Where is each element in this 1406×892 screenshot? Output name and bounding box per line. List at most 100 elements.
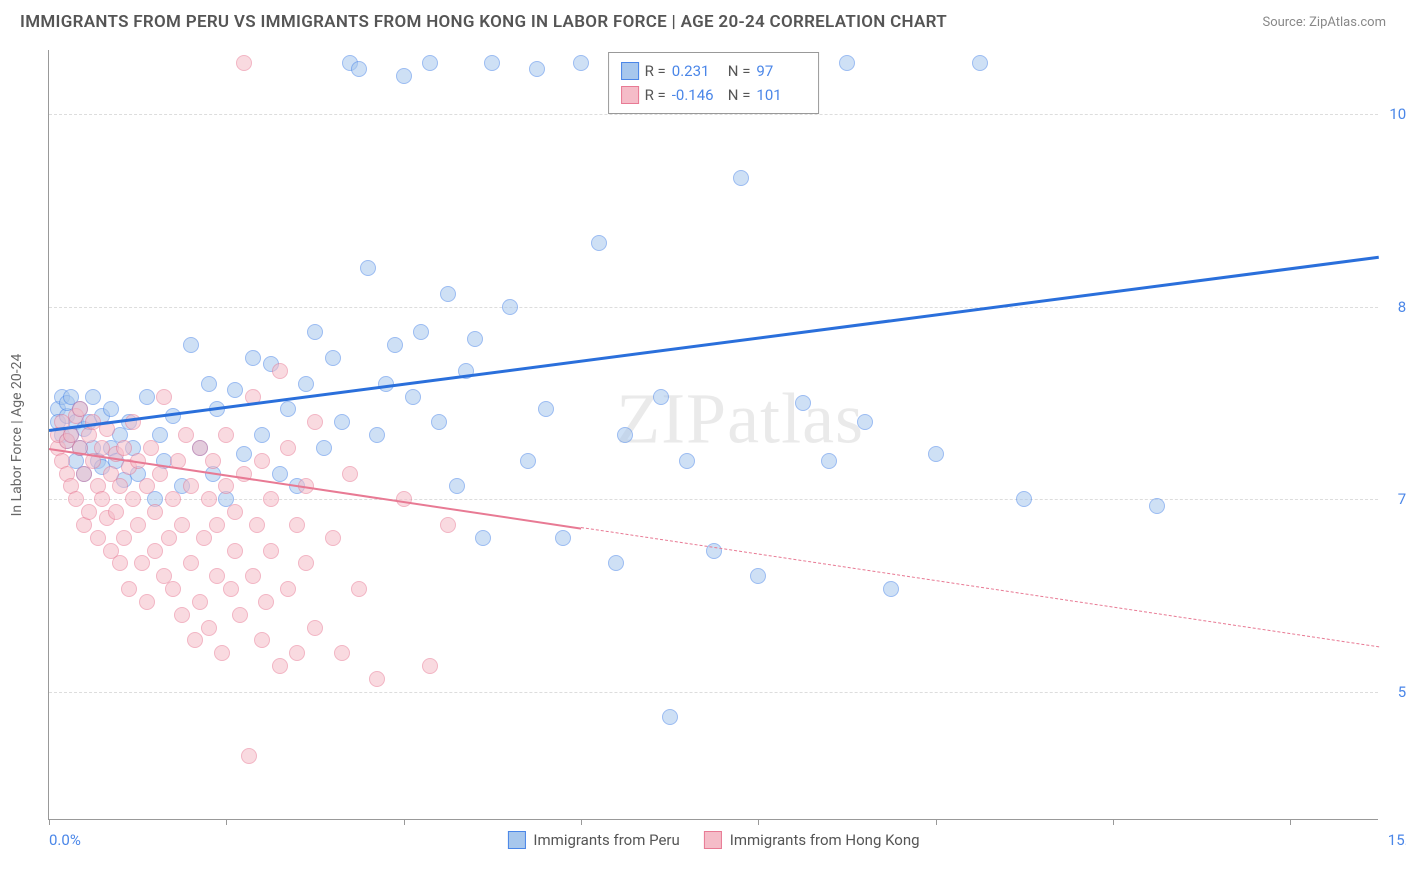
- scatter-point: [325, 350, 341, 366]
- x-tick: [936, 819, 937, 825]
- scatter-point: [236, 55, 252, 71]
- legend-r-label: R =: [645, 59, 666, 83]
- scatter-point: [103, 401, 119, 417]
- scatter-point: [272, 466, 288, 482]
- scatter-point: [706, 543, 722, 559]
- scatter-point: [254, 427, 270, 443]
- scatter-point: [795, 395, 811, 411]
- scatter-point: [422, 55, 438, 71]
- scatter-point: [165, 581, 181, 597]
- scatter-point: [223, 581, 239, 597]
- legend-n-value: 97: [756, 59, 806, 83]
- scatter-point: [108, 504, 124, 520]
- legend-item-hongkong: Immigrants from Hong Kong: [704, 831, 920, 849]
- scatter-point: [422, 658, 438, 674]
- scatter-point: [1149, 498, 1165, 514]
- scatter-point: [972, 55, 988, 71]
- x-tick: [49, 819, 50, 825]
- legend-swatch-hongkong: [621, 86, 639, 104]
- scatter-point: [85, 389, 101, 405]
- legend-series: Immigrants from Peru Immigrants from Hon…: [507, 831, 919, 849]
- scatter-point: [484, 55, 500, 71]
- scatter-point: [139, 478, 155, 494]
- scatter-point: [280, 440, 296, 456]
- x-tick: [226, 819, 227, 825]
- scatter-point: [857, 414, 873, 430]
- scatter-point: [116, 440, 132, 456]
- x-tick: [758, 819, 759, 825]
- legend-n-label: N =: [728, 83, 751, 107]
- scatter-point: [263, 491, 279, 507]
- scatter-point: [573, 55, 589, 71]
- y-tick-label: 55.0%: [1383, 683, 1406, 701]
- scatter-point: [227, 382, 243, 398]
- x-tick: [404, 819, 405, 825]
- scatter-point: [280, 401, 296, 417]
- scatter-point: [529, 61, 545, 77]
- scatter-point: [440, 517, 456, 533]
- scatter-point: [608, 555, 624, 571]
- scatter-point: [94, 491, 110, 507]
- scatter-point: [280, 581, 296, 597]
- legend-row-hongkong: R = -0.146 N = 101: [621, 83, 807, 107]
- scatter-point: [112, 478, 128, 494]
- legend-correlation: R = 0.231 N = 97 R = -0.146 N = 101: [608, 52, 820, 114]
- scatter-point: [258, 594, 274, 610]
- scatter-point: [1016, 491, 1032, 507]
- scatter-point: [360, 260, 376, 276]
- scatter-point: [298, 376, 314, 392]
- scatter-point: [351, 61, 367, 77]
- scatter-point: [431, 414, 447, 430]
- scatter-point: [121, 581, 137, 597]
- scatter-point: [307, 324, 323, 340]
- scatter-point: [143, 440, 159, 456]
- scatter-point: [449, 478, 465, 494]
- scatter-point: [555, 530, 571, 546]
- scatter-point: [307, 620, 323, 636]
- scatter-point: [298, 555, 314, 571]
- gridline: [49, 114, 1378, 115]
- scatter-point: [334, 414, 350, 430]
- scatter-point: [209, 568, 225, 584]
- chart-title: IMMIGRANTS FROM PERU VS IMMIGRANTS FROM …: [20, 12, 947, 32]
- scatter-point: [152, 466, 168, 482]
- gridline: [49, 692, 1378, 693]
- scatter-point: [134, 555, 150, 571]
- scatter-point: [214, 645, 230, 661]
- scatter-point: [174, 607, 190, 623]
- legend-swatch-peru: [507, 831, 525, 849]
- chart-source: Source: ZipAtlas.com: [1262, 15, 1386, 30]
- scatter-point: [538, 401, 554, 417]
- scatter-point: [68, 491, 84, 507]
- scatter-point: [174, 517, 190, 533]
- scatter-point: [249, 517, 265, 533]
- scatter-point: [192, 594, 208, 610]
- scatter-point: [254, 632, 270, 648]
- scatter-point: [178, 427, 194, 443]
- scatter-point: [307, 414, 323, 430]
- scatter-point: [467, 331, 483, 347]
- legend-label: Immigrants from Peru: [533, 831, 679, 849]
- scatter-point: [440, 286, 456, 302]
- scatter-point: [679, 453, 695, 469]
- scatter-point: [147, 504, 163, 520]
- scatter-point: [334, 645, 350, 661]
- gridline: [49, 307, 1378, 308]
- scatter-point: [520, 453, 536, 469]
- scatter-point: [750, 568, 766, 584]
- trend-line: [581, 527, 1379, 647]
- scatter-point: [116, 530, 132, 546]
- gridline: [49, 499, 1378, 500]
- legend-row-peru: R = 0.231 N = 97: [621, 59, 807, 83]
- scatter-point: [187, 632, 203, 648]
- scatter-point: [342, 466, 358, 482]
- scatter-point: [263, 543, 279, 559]
- legend-n-value: 101: [756, 83, 806, 107]
- scatter-point: [183, 478, 199, 494]
- legend-r-label: R =: [645, 83, 666, 107]
- scatter-point: [192, 440, 208, 456]
- scatter-point: [405, 389, 421, 405]
- scatter-point: [839, 55, 855, 71]
- legend-n-label: N =: [728, 59, 751, 83]
- scatter-point: [156, 389, 172, 405]
